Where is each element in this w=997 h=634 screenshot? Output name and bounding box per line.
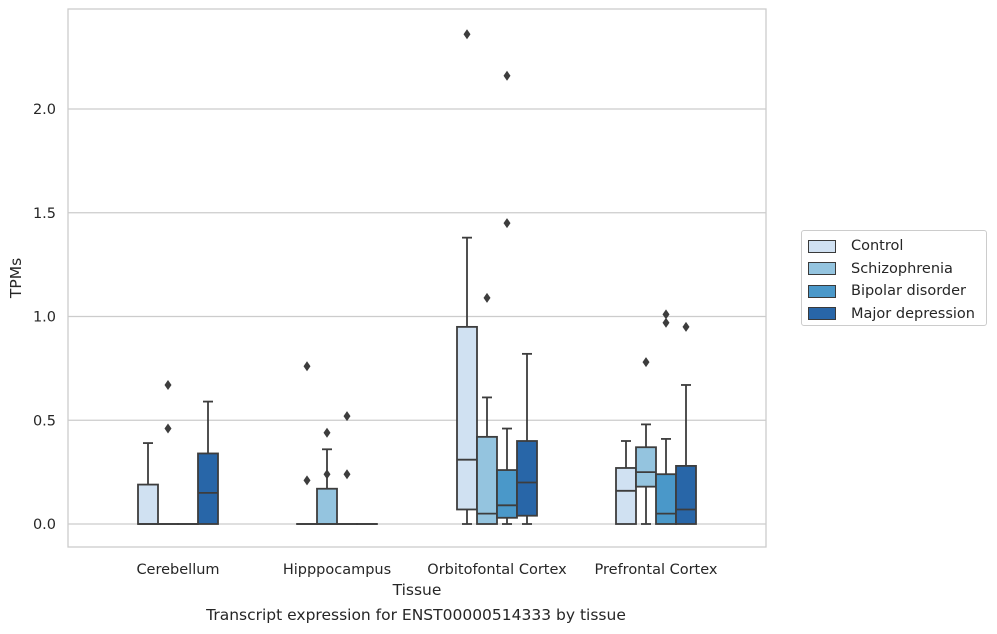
chart-caption: Transcript expression for ENST0000051433… [206,606,626,624]
box [316,487,338,525]
box-group [655,309,677,525]
box [615,467,637,525]
box [456,325,478,511]
outlier-point [343,411,351,422]
y-tick-label: 0.0 [33,517,56,533]
outlier-point [323,427,331,438]
outlier-point [303,361,311,372]
box [496,469,518,519]
box [635,446,657,488]
x-tick-label: Orbitofontal Cortex [427,562,567,578]
legend-item-control: Control [808,235,986,258]
y-tick-label: 1.0 [33,310,56,326]
outlier-point [503,218,511,229]
x-tick-label: Hipppocampus [283,562,391,578]
legend-swatch-major-depression [808,307,836,321]
legend: Control Schizophrenia Bipolar disorder M… [801,230,987,326]
outlier-point [164,423,172,434]
box-group [137,442,159,525]
box-group [157,379,179,525]
legend-label-control: Control [851,238,904,255]
legend-item-bipolar-disorder: Bipolar disorder [808,280,986,303]
legend-label-bipolar-disorder: Bipolar disorder [851,283,966,300]
legend-label-major-depression: Major depression [851,305,975,322]
outlier-point [164,379,172,390]
legend-swatch-control [808,239,836,253]
box-group [296,361,318,525]
legend-swatch-schizophrenia [808,262,836,276]
outlier-point [503,70,511,81]
outlier-point [343,469,351,480]
box [197,452,219,525]
box [137,483,159,525]
y-axis-label: TPMs [7,258,25,299]
box-group [316,427,338,525]
box-group [456,29,478,525]
x-axis-label: Tissue [392,581,442,599]
x-tick-label: Cerebellum [136,562,219,578]
box-group [635,357,657,525]
plot-frame [67,8,767,548]
outlier-point [682,321,690,332]
y-tick-label: 0.5 [33,413,56,429]
outlier-point [463,29,471,40]
outlier-point [642,357,650,368]
legend-label-schizophrenia: Schizophrenia [851,260,953,277]
legend-item-schizophrenia: Schizophrenia [808,258,986,281]
box [655,473,677,525]
outlier-point [662,317,670,328]
y-tick-label: 2.0 [33,102,56,118]
legend-item-major-depression: Major depression [808,303,986,326]
box-group [197,400,219,525]
box [675,464,697,525]
x-tick-label: Prefrontal Cortex [595,562,718,578]
y-tick-label: 1.5 [33,206,56,222]
outlier-point [303,475,311,486]
box-group [516,352,538,525]
outlier-point [323,469,331,480]
box-group [675,321,697,525]
x-axis-ticks: Cerebellum Hipppocampus Orbitofontal Corte… [136,562,717,578]
box [516,440,538,517]
gridlines [68,108,766,525]
y-axis-ticks: 0.0 0.5 1.0 1.5 2.0 [33,102,56,533]
legend-swatch-bipolar-disorder [808,284,836,298]
box-group [496,70,518,525]
box-group [476,292,498,525]
outlier-point [662,309,670,320]
box-group [336,411,358,525]
outlier-point [483,292,491,303]
box-group [615,440,637,525]
box [476,435,498,525]
boxes [137,29,697,525]
